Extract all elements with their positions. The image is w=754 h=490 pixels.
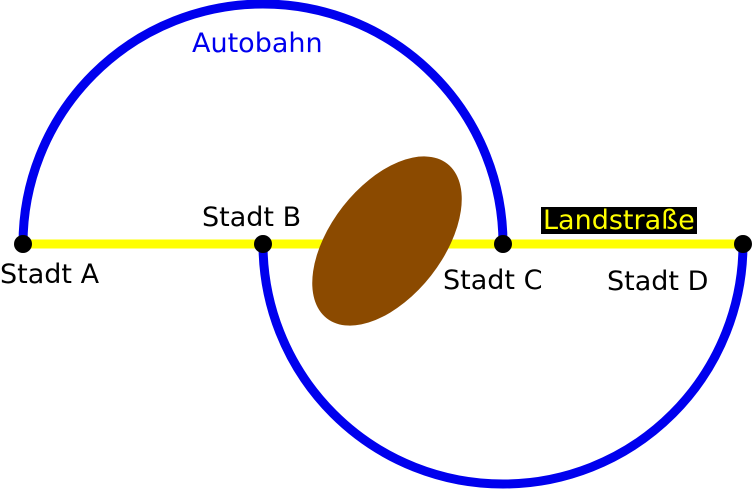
obstacle-ellipse	[312, 156, 462, 326]
city-label-b: Stadt B	[202, 202, 302, 233]
city-dot-d	[734, 235, 752, 253]
city-dot-b	[254, 235, 272, 253]
landstrasse-label: Landstraße	[541, 205, 697, 236]
autobahn-label: Autobahn	[192, 28, 323, 59]
city-dot-c	[494, 235, 512, 253]
city-label-c: Stadt C	[443, 265, 543, 296]
autobahn-arc-b-d	[258, 243, 748, 489]
city-label-d: Stadt D	[607, 266, 709, 297]
city-dot-a	[14, 235, 32, 253]
city-label-a: Stadt A	[0, 259, 100, 290]
autobahn-arc-a-c	[18, 0, 508, 245]
